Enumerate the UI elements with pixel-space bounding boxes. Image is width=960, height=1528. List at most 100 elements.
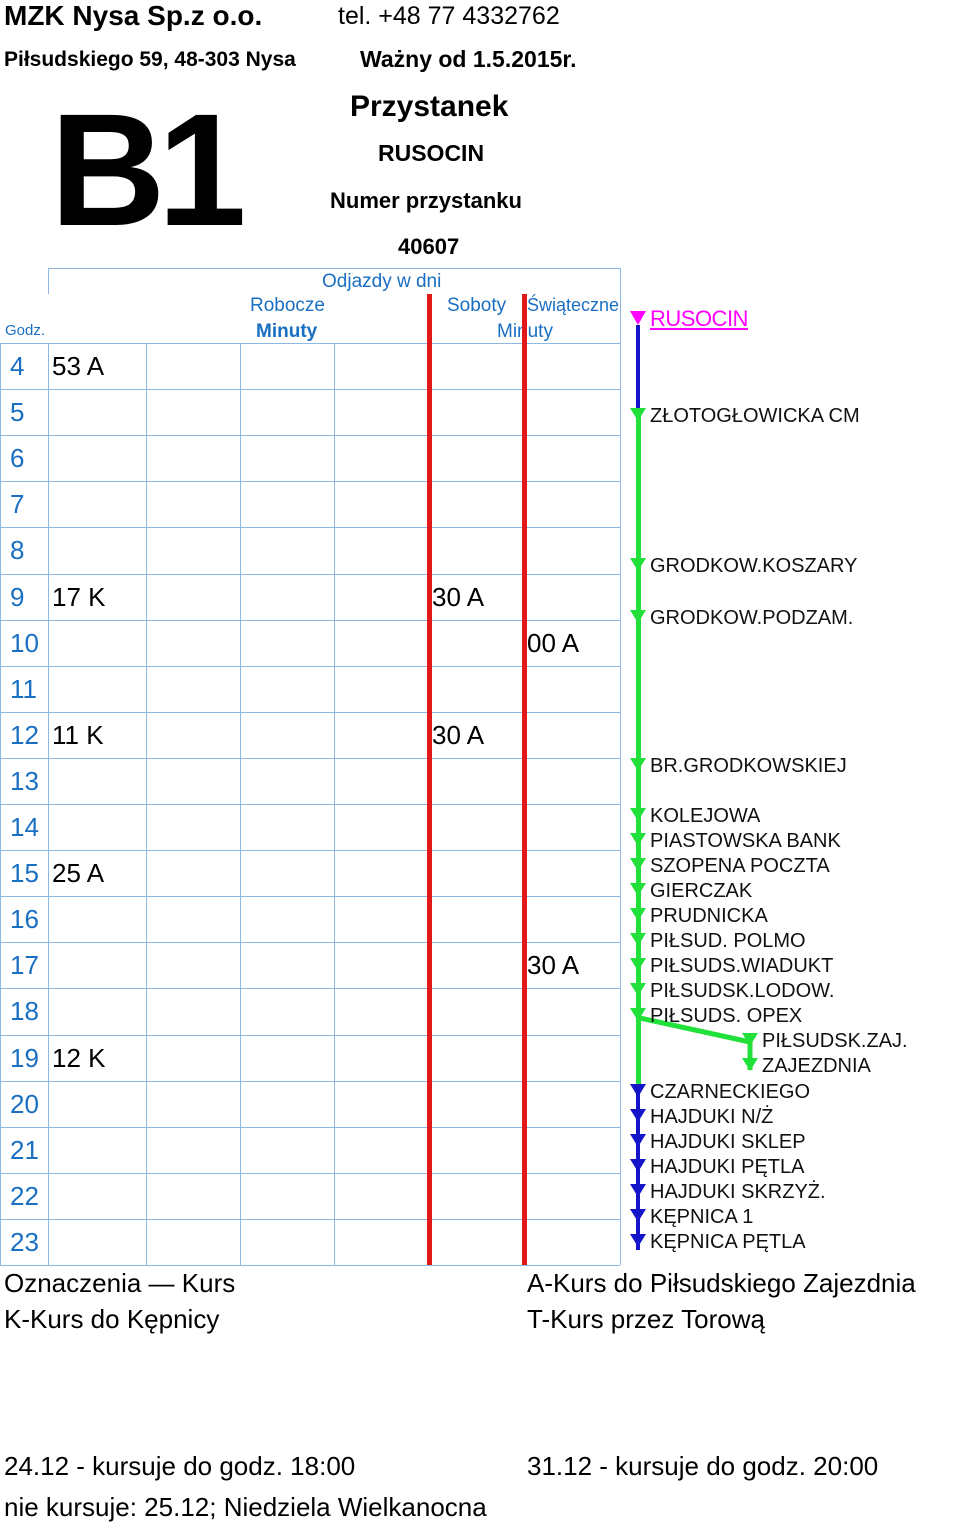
holidays-label: Świąteczne (527, 295, 620, 315)
route-stop: PIŁSUDS. OPEX (650, 1005, 803, 1027)
hour-cell: 22 (10, 1181, 39, 1211)
minutes-label-weekdays: Minuty (256, 321, 318, 342)
stop-marker (630, 408, 646, 421)
hour-cell: 23 (10, 1227, 39, 1257)
hour-column-label: Godz. (5, 322, 46, 339)
weekdays-label: Robocze (250, 295, 325, 316)
route-stop: HAJDUKI PĘTLA (650, 1156, 805, 1178)
route-stop: KĘPNICA PĘTLA (650, 1231, 806, 1253)
stop-marker (630, 1234, 646, 1247)
hour-cell: 4 (10, 351, 25, 381)
route-stop: GRODKOW.PODZAM. (650, 607, 854, 629)
legend-title: Oznaczenia — Kurs (4, 1268, 235, 1299)
weekday-minutes: 12 K (52, 1043, 106, 1073)
stop-marker (630, 983, 646, 996)
hour-cell: 9 (10, 582, 25, 612)
saturdays-label: Soboty (447, 295, 507, 316)
stop-name-header: RUSOCIN (378, 140, 485, 166)
hour-cell: 20 (10, 1089, 39, 1119)
route-stop: PIŁSUDSK.LODOW. (650, 980, 835, 1002)
valid-from: Ważny od 1.5.2015r. (360, 46, 577, 72)
stop-marker (630, 883, 646, 896)
hour-cell: 13 (10, 766, 39, 796)
weekday-minutes: 17 K (52, 582, 106, 612)
stop-marker (630, 908, 646, 921)
route-stop: ZAJEZDNIA (762, 1055, 871, 1077)
hour-cell: 7 (10, 489, 25, 519)
route-stop: PIŁSUD. POLMO (650, 930, 806, 952)
stop-marker (630, 558, 646, 571)
legend-a: A-Kurs do Piłsudskiego Zajezdnia (527, 1268, 916, 1298)
hour-cell: 5 (10, 397, 25, 427)
stop-number-label: Numer przystanku (330, 188, 522, 213)
route-stop: PIASTOWSKA BANK (650, 830, 841, 852)
stop-marker (630, 1209, 646, 1222)
legend-t: T-Kurs przez Torową (527, 1304, 765, 1334)
company-name: MZK Nysa Sp.z o.o. (4, 0, 263, 31)
legend-label: Oznaczenia (4, 1268, 142, 1298)
phone-number: tel. +48 77 4332762 (338, 2, 560, 30)
stop-marker (630, 1159, 646, 1172)
hour-cell: 16 (10, 904, 39, 934)
stop-marker (742, 1033, 758, 1046)
route-stop: CZARNECKIEGO (650, 1081, 811, 1103)
hour-cell: 17 (10, 950, 39, 980)
stop-marker (630, 1134, 646, 1147)
hour-cell: 18 (10, 996, 39, 1026)
route-stop: HAJDUKI N/Ż (650, 1106, 774, 1128)
hour-cell: 12 (10, 720, 39, 750)
hour-cell: 14 (10, 812, 39, 842)
legend-dash: — (148, 1268, 175, 1298)
current-stop-marker (630, 311, 646, 325)
holiday-minutes: 00 A (527, 628, 580, 658)
saturday-divider (427, 294, 432, 1265)
stop-label: Przystanek (350, 90, 509, 123)
stop-marker (630, 933, 646, 946)
stop-marker (630, 610, 646, 623)
holiday-minutes: 30 A (527, 950, 580, 980)
stop-marker (630, 1109, 646, 1122)
legend-kurs: Kurs (181, 1268, 236, 1298)
stop-marker (630, 1008, 646, 1021)
hour-cell: 8 (10, 535, 25, 565)
note-dec24: 24.12 - kursuje do godz. 18:00 (4, 1451, 356, 1481)
stop-marker (630, 808, 646, 821)
saturday-minutes: 30 A (432, 582, 485, 612)
route-stop: KOLEJOWA (650, 805, 761, 827)
route-stop: BR.GRODKOWSKIEJ (650, 755, 847, 777)
note-not-running: nie kursuje: 25.12; Niedziela Wielkanocn… (4, 1492, 487, 1522)
company-address: Piłsudskiego 59, 48-303 Nysa (4, 48, 296, 71)
stop-number: 40607 (398, 234, 460, 259)
stop-marker (630, 1184, 646, 1197)
route-stop: KĘPNICA 1 (650, 1206, 754, 1228)
route-stop: HAJDUKI SKRZYŻ. (650, 1181, 826, 1203)
route-stop: GRODKOW.KOSZARY (650, 555, 858, 577)
legend-k: K-Kurs do Kępnicy (4, 1304, 220, 1334)
route-stop: PRUDNICKA (650, 905, 768, 927)
stop-marker (630, 833, 646, 846)
saturday-minutes: 30 A (432, 720, 485, 750)
stop-marker (742, 1058, 758, 1071)
holiday-divider (522, 294, 527, 1265)
hour-cell: 21 (10, 1135, 39, 1165)
stop-marker (630, 858, 646, 871)
departures-label: Odjazdy w dni (322, 271, 442, 292)
stop-marker (630, 958, 646, 971)
stop-marker (630, 758, 646, 771)
route-stop: ZŁOTOGŁOWICKA CM (650, 405, 860, 427)
hour-cell: 6 (10, 443, 25, 473)
weekday-minutes: 25 A (52, 858, 105, 888)
hour-cell: 11 (10, 674, 37, 704)
route-stop: HAJDUKI SKLEP (650, 1131, 806, 1153)
current-stop-name: RUSOCIN (650, 306, 748, 331)
line-number: B1 (50, 80, 247, 259)
route-stop: PIŁSUDSK.ZAJ. (762, 1030, 908, 1052)
weekday-minutes: 53 A (52, 351, 105, 381)
weekday-minutes: 11 K (52, 720, 104, 750)
hour-cell: 19 (10, 1043, 39, 1073)
route-stop: PIŁSUDS.WIADUKT (650, 955, 834, 977)
hour-cell: 10 (10, 628, 39, 658)
hour-cell: 15 (10, 858, 39, 888)
note-dec31: 31.12 - kursuje do godz. 20:00 (527, 1451, 879, 1481)
route-stop: GIERCZAK (650, 880, 753, 902)
